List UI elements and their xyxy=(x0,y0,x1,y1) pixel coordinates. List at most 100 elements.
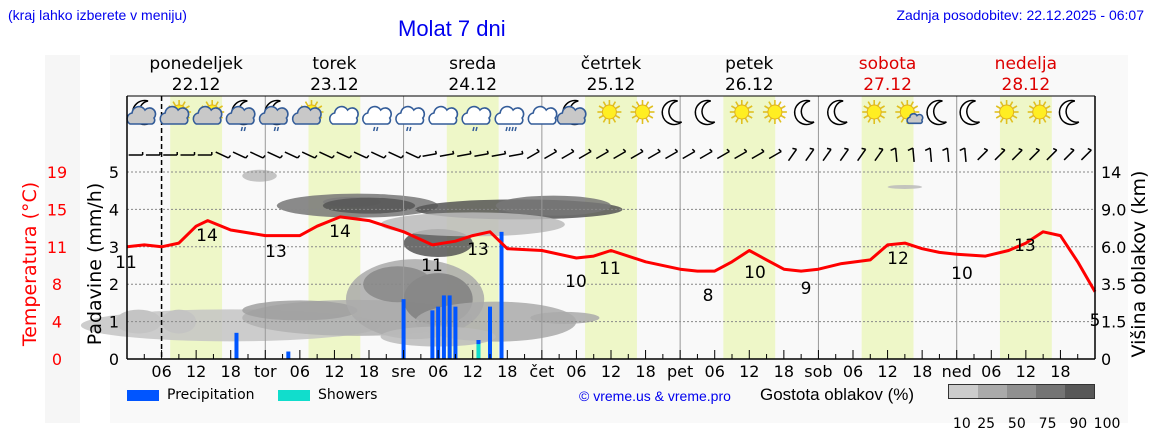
moon-cloud-icon xyxy=(556,99,587,126)
sun-small-cloud-icon xyxy=(895,100,924,125)
x-tick-label: 18 xyxy=(359,362,379,381)
cloud-height-axis-title: Višina oblakov (km) xyxy=(1128,171,1150,358)
precipitation-bar xyxy=(453,306,458,359)
last-update: Zadnja posodobitev: 22.12.2025 - 06:07 xyxy=(896,7,1144,23)
x-tick-label: 18 xyxy=(912,362,932,381)
sun-cloud-icon xyxy=(192,100,225,125)
x-tick-label: 12 xyxy=(324,362,344,381)
moon-icon xyxy=(959,99,980,126)
day-name: četrtek xyxy=(581,54,642,74)
day-date: 28.12 xyxy=(1002,75,1051,95)
day-date: 23.12 xyxy=(310,75,359,95)
cloud-heavy-rain-icon xyxy=(494,105,525,132)
x-tick-label: 06 xyxy=(566,362,586,381)
showers-bar xyxy=(476,344,481,359)
temperature-value-label: 10 xyxy=(951,264,973,284)
day-date: 22.12 xyxy=(172,75,221,95)
precipitation-bar xyxy=(286,351,291,359)
x-tick-label: sob xyxy=(804,362,832,381)
sun-icon xyxy=(597,100,622,124)
temperature-value-label: 11 xyxy=(599,259,621,279)
temperature-value-label: 14 xyxy=(196,226,218,246)
x-tick-label: 18 xyxy=(497,362,517,381)
precipitation-label: Precipitation xyxy=(167,387,255,403)
cloud-icon xyxy=(428,105,459,125)
svg-text:4: 4 xyxy=(109,200,119,219)
temperature-line xyxy=(126,215,1097,293)
x-tick-label: ned xyxy=(942,362,972,381)
moon-icon xyxy=(661,99,683,126)
svg-text:0: 0 xyxy=(52,350,62,369)
day-name: sobota xyxy=(859,54,917,74)
page-title: Molat 7 dni xyxy=(398,16,506,41)
x-tick-label: 06 xyxy=(151,362,171,381)
x-tick-label: 06 xyxy=(981,362,1001,381)
svg-text:19: 19 xyxy=(47,163,67,182)
cloud-rain-icon xyxy=(461,105,492,132)
temperature-value-label: 13 xyxy=(467,240,489,260)
svg-text:3.5: 3.5 xyxy=(1101,275,1126,294)
day-name: sreda xyxy=(449,54,496,74)
moon-icon xyxy=(1058,99,1080,126)
x-tick-label: čet xyxy=(529,362,554,381)
svg-text:6.0: 6.0 xyxy=(1101,238,1126,257)
precipitation-bar xyxy=(234,332,239,359)
precipitation-bar xyxy=(436,306,441,359)
cloud-density-layer xyxy=(80,169,923,347)
moon-cloud-icon xyxy=(126,99,157,126)
x-tick-label: 12 xyxy=(601,362,621,381)
day-name: nedelja xyxy=(995,54,1057,74)
precipitation-bar xyxy=(447,295,452,359)
x-tick-label: 18 xyxy=(635,362,655,381)
sun-icon xyxy=(762,100,787,124)
x-tick-label: 12 xyxy=(739,362,759,381)
x-tick-label: 12 xyxy=(877,362,897,381)
temperature-value-label: 13 xyxy=(1014,236,1036,256)
svg-text:8: 8 xyxy=(52,275,62,294)
day-date: 27.12 xyxy=(863,75,912,95)
sun-icon xyxy=(729,100,754,124)
precipitation-bars xyxy=(234,231,504,359)
svg-text:9.0: 9.0 xyxy=(1101,200,1126,219)
x-tick-label: 12 xyxy=(186,362,206,381)
svg-text:14: 14 xyxy=(1101,163,1121,182)
x-tick-label: 18 xyxy=(1050,362,1070,381)
sun-icon xyxy=(994,100,1019,124)
cloud-rain-icon xyxy=(395,105,426,132)
copyright-link[interactable]: © vreme.us & vreme.pro xyxy=(579,388,731,404)
precipitation-bar xyxy=(488,306,492,359)
temperature-axis-title: Temperatura (°C) xyxy=(19,182,41,347)
location-hint[interactable]: (kraj lahko izberete v meniju) xyxy=(8,7,187,23)
temperature-value-label: 9 xyxy=(801,279,812,299)
cloud-rain-icon xyxy=(362,105,392,132)
svg-text:11: 11 xyxy=(47,238,67,257)
sun-icon xyxy=(1027,100,1052,124)
precipitation-bar xyxy=(441,295,446,359)
svg-text:0: 0 xyxy=(1101,350,1111,369)
x-tick-label: 18 xyxy=(774,362,794,381)
cloud-density-scale xyxy=(948,384,1095,399)
temperature-value-label: 11 xyxy=(421,256,443,276)
x-tick-label: 06 xyxy=(843,362,863,381)
legend-showers: Showers xyxy=(278,387,377,403)
temperature-value-label: 11 xyxy=(115,253,137,273)
moon-icon xyxy=(694,99,716,126)
svg-text:2: 2 xyxy=(109,275,119,294)
moon-cloud-rain-icon xyxy=(225,99,256,132)
sun-cloud-icon xyxy=(159,100,192,125)
svg-text:1: 1 xyxy=(109,313,119,332)
sun-icon xyxy=(630,100,655,124)
day-name: petek xyxy=(725,54,773,74)
wind-barbs-row xyxy=(128,147,1092,163)
showers-swatch xyxy=(278,389,310,401)
svg-text:1.5: 1.5 xyxy=(1101,313,1126,332)
sun-cloud-icon xyxy=(291,100,324,125)
svg-text:4: 4 xyxy=(52,313,62,332)
moon-cloud-rain-icon xyxy=(258,99,289,132)
precip-axis-title: Padavine (mm/h) xyxy=(84,183,106,346)
day-date: 26.12 xyxy=(725,75,774,95)
x-tick-label: 06 xyxy=(290,362,310,381)
x-tick-label: tor xyxy=(254,362,277,381)
legend-precipitation: Precipitation xyxy=(127,387,255,403)
